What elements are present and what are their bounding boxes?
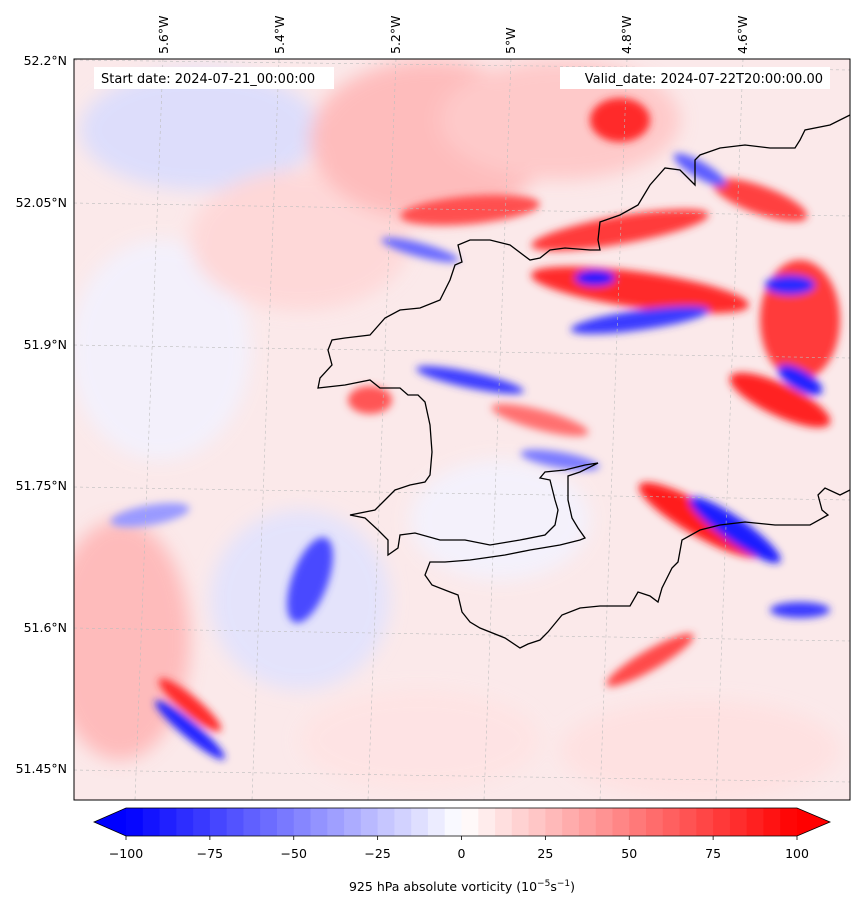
colorbar-step bbox=[562, 808, 580, 836]
colorbar-step bbox=[193, 808, 211, 836]
colorbar-step bbox=[126, 808, 144, 836]
lat-tick-label: 51.9°N bbox=[24, 337, 67, 352]
lat-tick-label: 52.2°N bbox=[24, 53, 67, 68]
colorbar-tick-label: −100 bbox=[109, 846, 143, 861]
colorbar-step bbox=[679, 808, 697, 836]
colorbar-step bbox=[746, 808, 765, 836]
vorticity-field bbox=[74, 59, 850, 800]
colorbar-step bbox=[696, 808, 714, 836]
lat-tick-label: 51.6°N bbox=[24, 620, 67, 635]
colorbar-step bbox=[646, 808, 664, 836]
colorbar-step bbox=[511, 808, 530, 836]
colorbar-step bbox=[243, 808, 261, 836]
colorbar-step bbox=[159, 808, 177, 836]
lon-tick-label: 5.2°W bbox=[388, 16, 403, 55]
colorbar-tick-label: −75 bbox=[197, 846, 223, 861]
colorbar-step bbox=[327, 808, 345, 836]
lon-tick-label: 5.4°W bbox=[272, 16, 287, 55]
start-date-label: Start date: 2024-07-21_00:00:00 bbox=[101, 72, 315, 87]
longitude-axis: 5.6°W 5.4°W 5.2°W 5°W 4.8°W 4.6°W bbox=[156, 16, 750, 55]
plot-frame bbox=[73, 58, 851, 801]
colorbar-min-extend bbox=[94, 808, 126, 836]
colorbar-step bbox=[662, 808, 681, 836]
colorbar-step bbox=[763, 808, 781, 836]
colorbar-step bbox=[729, 808, 748, 836]
colorbar-tick-label: 100 bbox=[785, 846, 809, 861]
colorbar-max-extend bbox=[797, 808, 830, 836]
colorbar-step bbox=[344, 808, 362, 836]
lon-tick-label: 4.6°W bbox=[735, 16, 750, 55]
colorbar-step bbox=[595, 808, 614, 836]
lon-tick-label: 5.6°W bbox=[156, 16, 171, 55]
colorbar-step bbox=[578, 808, 597, 836]
colorbar-tick-label: 50 bbox=[621, 846, 637, 861]
colorbar-tick-label: −25 bbox=[364, 846, 390, 861]
colorbar-step bbox=[142, 808, 161, 836]
colorbar-step bbox=[495, 808, 513, 836]
colorbar-tick-label: 75 bbox=[705, 846, 721, 861]
colorbar-tick-label: 25 bbox=[537, 846, 553, 861]
colorbar-step bbox=[612, 808, 630, 836]
colorbar-step bbox=[427, 808, 446, 836]
colorbar-step bbox=[629, 808, 647, 836]
colorbar: −100 −75 −50 −25 0 25 50 75 100 925 hPa absolute… bbox=[93, 807, 832, 894]
colorbar-step bbox=[411, 808, 429, 836]
colorbar-step bbox=[478, 808, 496, 836]
latitude-axis: 52.2°N 52.05°N 51.9°N 51.75°N 51.6°N 51.… bbox=[16, 53, 67, 776]
lon-tick-label: 4.8°W bbox=[619, 16, 634, 55]
colorbar-step bbox=[444, 808, 463, 836]
colorbar-step bbox=[780, 808, 798, 836]
valid-date-label: Valid_date: 2024-07-22T20:00:00.00 bbox=[585, 72, 823, 87]
colorbar-step bbox=[293, 808, 312, 836]
colorbar-tick-label: 0 bbox=[458, 846, 466, 861]
coastline bbox=[317, 114, 850, 649]
colorbar-step bbox=[260, 808, 278, 836]
colorbar-step bbox=[394, 808, 412, 836]
lat-tick-label: 51.45°N bbox=[16, 761, 67, 776]
colorbar-step bbox=[545, 808, 563, 836]
colorbar-step bbox=[276, 808, 295, 836]
colorbar-step bbox=[360, 808, 379, 836]
colorbar-step bbox=[528, 808, 546, 836]
colorbar-step bbox=[176, 808, 194, 836]
lon-tick-label: 5°W bbox=[503, 27, 518, 54]
colorbar-step bbox=[226, 808, 245, 836]
colorbar-step bbox=[310, 808, 328, 836]
colorbar-label: 925 hPa absolute vorticity (10−5s−1) bbox=[349, 879, 575, 894]
lat-tick-label: 52.05°N bbox=[16, 195, 67, 210]
colorbar-step bbox=[713, 808, 731, 836]
colorbar-step bbox=[209, 808, 228, 836]
colorbar-step bbox=[377, 808, 395, 836]
colorbar-step bbox=[461, 808, 479, 836]
colorbar-tick-label: −50 bbox=[281, 846, 307, 861]
lat-tick-label: 51.75°N bbox=[16, 478, 67, 493]
